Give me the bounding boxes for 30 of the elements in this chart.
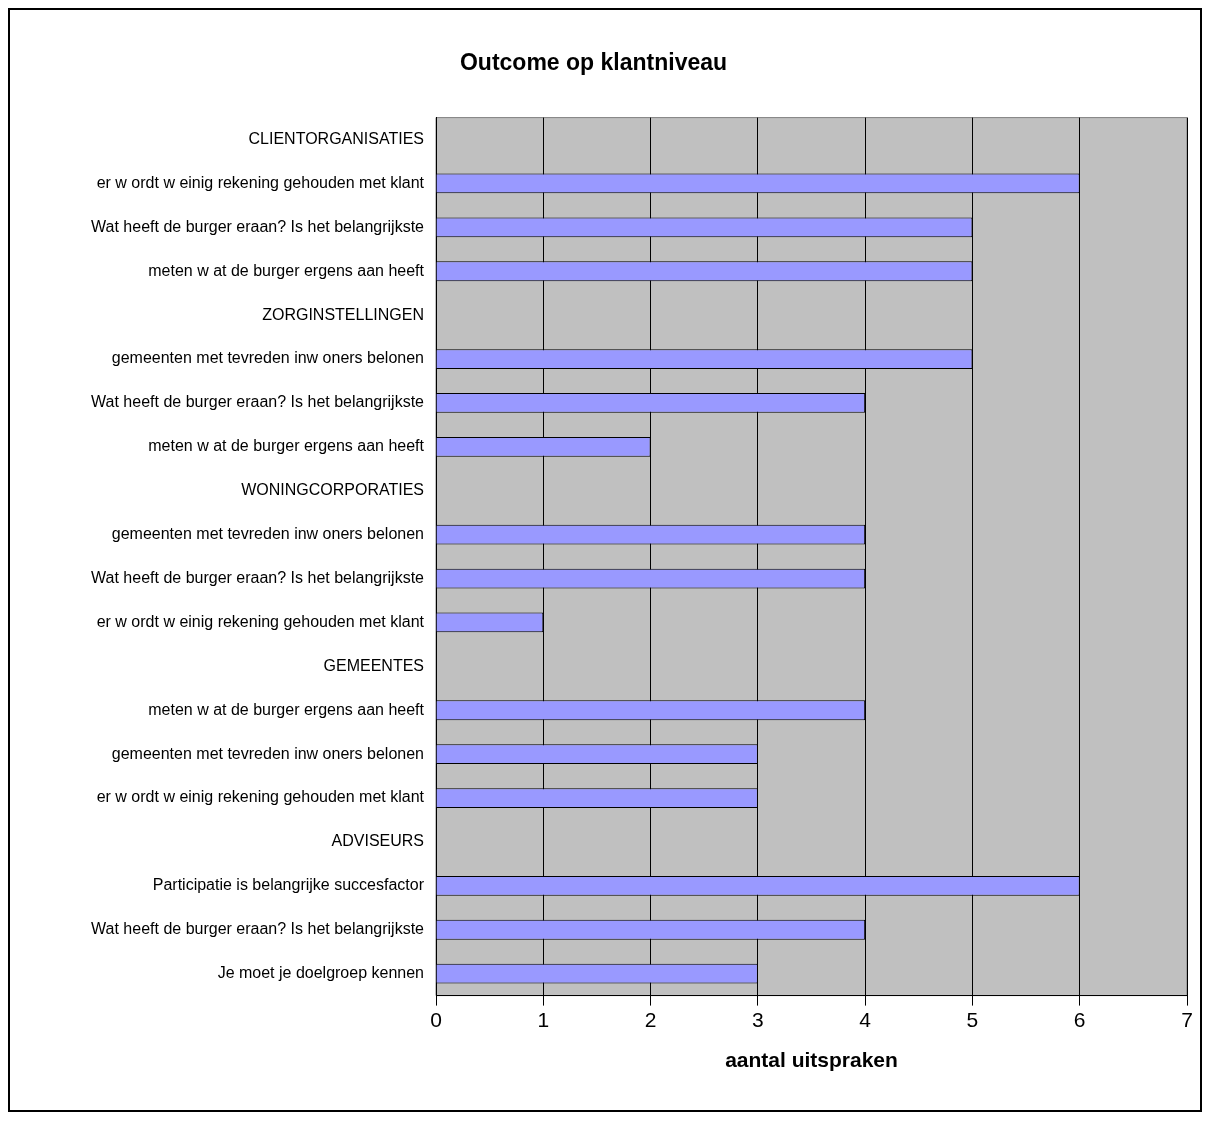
x-tick-label: 3 <box>752 1008 764 1031</box>
y-tick-label: GEMEENTES <box>323 656 424 674</box>
x-tick-label: 7 <box>1181 1008 1193 1031</box>
y-tick-label: meten w at de burger ergens aan heeft <box>148 700 425 718</box>
y-tick-label: Wat heeft de burger eraan? Is het belangrijkste <box>91 920 425 938</box>
y-tick-label: WONINGCORPORATIES <box>241 481 424 499</box>
x-tick-label: 5 <box>966 1008 979 1031</box>
x-tick-label: 2 <box>644 1008 657 1031</box>
y-tick-label: CLIENTORGANISATIES <box>248 129 424 147</box>
y-tick-label: Participatie is belangrijke succesfactor <box>152 876 425 894</box>
x-tick-label: 1 <box>537 1008 550 1031</box>
y-tick-label: Wat heeft de burger eraan? Is het belangrijkste <box>91 217 425 235</box>
y-tick-label: Je moet je doelgroep kennen <box>217 964 424 982</box>
y-tick-label: Wat heeft de burger eraan? Is het belangrijkste <box>91 568 425 586</box>
x-tick-label: 6 <box>1073 1008 1086 1031</box>
y-tick-label: gemeenten met tevreden inw oners belonen <box>111 349 424 367</box>
y-tick-label: meten w at de burger ergens aan heeft <box>148 437 425 455</box>
y-tick-label: er w ordt w einig rekening gehouden met klant <box>96 788 425 806</box>
y-tick-label: Wat heeft de burger eraan? Is het belangrijkste <box>91 393 425 411</box>
y-tick-label: ZORGINSTELLINGEN <box>262 305 424 323</box>
x-axis-title: aantal uitspraken <box>725 1048 898 1072</box>
y-tick-label: er w ordt w einig rekening gehouden met klant <box>96 612 425 630</box>
y-tick-label: er w ordt w einig rekening gehouden met klant <box>96 173 425 191</box>
x-tick-label: 0 <box>430 1008 442 1031</box>
y-tick-label: meten w at de burger ergens aan heeft <box>148 261 425 279</box>
y-tick-label: gemeenten met tevreden inw oners belonen <box>111 744 424 762</box>
x-tick-label: 4 <box>859 1008 872 1031</box>
y-tick-label: ADVISEURS <box>331 832 424 850</box>
chart-title: Outcome op klantniveau <box>459 49 728 76</box>
y-tick-label: gemeenten met tevreden inw oners belonen <box>111 525 424 543</box>
